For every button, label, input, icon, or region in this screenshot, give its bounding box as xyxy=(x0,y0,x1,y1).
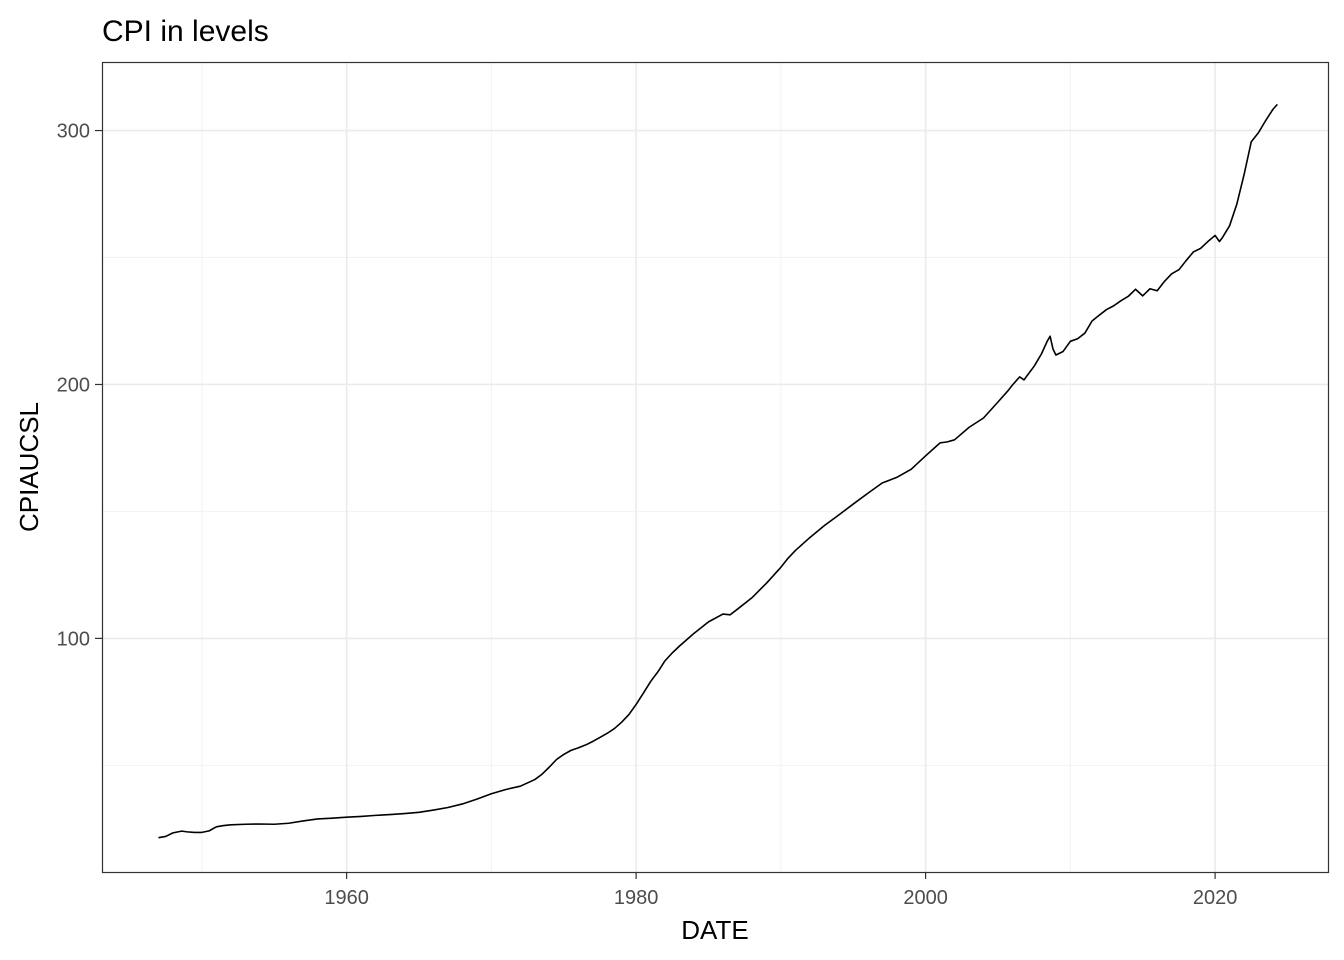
x-axis: 1960 1980 2000 2020 xyxy=(324,872,1237,909)
chart-title: CPI in levels xyxy=(102,15,269,48)
minor-gridlines xyxy=(102,62,1328,872)
x-tick-label: 2000 xyxy=(903,887,948,909)
y-axis-title: CPIAUCSL xyxy=(14,402,44,532)
x-axis-title: DATE xyxy=(681,915,748,945)
major-gridlines xyxy=(102,62,1328,872)
y-tick-label: 200 xyxy=(57,374,90,396)
x-tick-label: 2020 xyxy=(1193,887,1238,909)
y-tick-label: 100 xyxy=(57,628,90,650)
cpi-series-line xyxy=(158,103,1278,839)
y-axis: 100 200 300 xyxy=(57,121,102,650)
y-tick-label: 300 xyxy=(57,121,90,143)
x-tick-label: 1980 xyxy=(614,887,659,909)
plot-panel-border xyxy=(101,61,1330,874)
x-tick-label: 1960 xyxy=(324,887,369,909)
